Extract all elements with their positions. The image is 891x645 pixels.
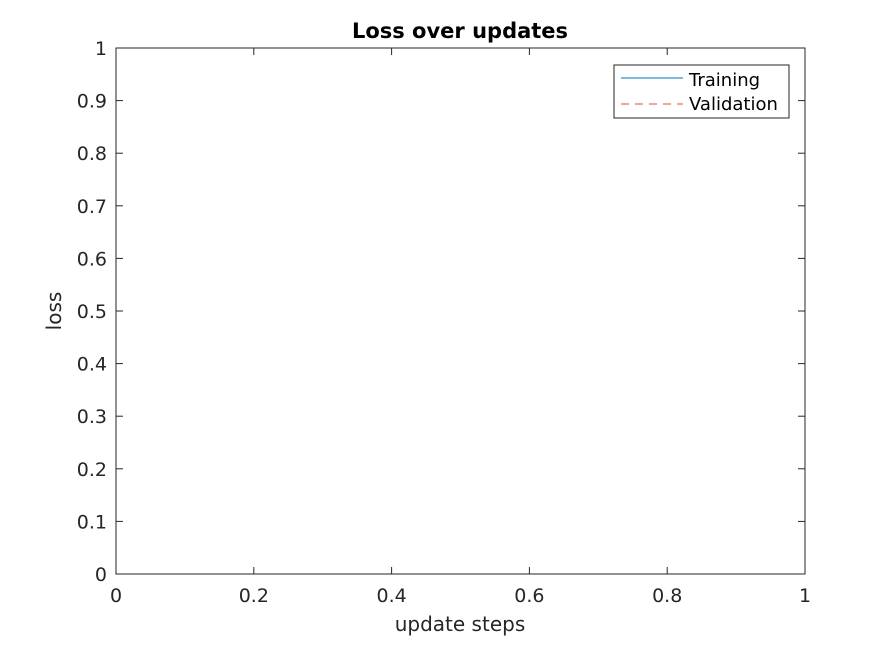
y-tick-label: 0.9 (77, 91, 107, 113)
y-axis-ticks: 0 0.1 0.2 0.3 0.4 0.5 0.6 0.7 0.8 0.9 1 (77, 38, 805, 586)
legend-box (613, 64, 790, 119)
legend-label-validation: Validation (689, 94, 778, 115)
legend: Training Validation (613, 64, 790, 119)
y-tick-label: 0.4 (77, 354, 107, 376)
y-tick-label: 0.6 (77, 248, 107, 270)
y-tick-label: 0.2 (77, 459, 107, 481)
x-tick-label: 0.8 (652, 585, 682, 607)
y-tick-label: 0.3 (77, 406, 107, 428)
y-axis-label: loss (42, 292, 66, 331)
plot-area (115, 47, 806, 575)
x-axis-label: update steps (395, 612, 526, 636)
chart-title: Loss over updates (352, 19, 568, 43)
y-tick-label: 0 (95, 564, 107, 586)
y-tick-label: 1 (95, 38, 107, 60)
x-tick-label: 0.2 (239, 585, 269, 607)
y-tick-label: 0.8 (77, 143, 107, 165)
y-tick-label: 0.1 (77, 511, 107, 533)
x-axis-ticks: 0 0.2 0.4 0.6 0.8 1 (110, 48, 811, 607)
x-tick-label: 0.6 (514, 585, 544, 607)
y-tick-label: 0.7 (77, 196, 107, 218)
x-tick-label: 0.4 (376, 585, 406, 607)
x-tick-label: 1 (799, 585, 811, 607)
y-tick-label: 0.5 (77, 301, 107, 323)
x-tick-label: 0 (110, 585, 122, 607)
legend-label-training: Training (688, 70, 760, 91)
